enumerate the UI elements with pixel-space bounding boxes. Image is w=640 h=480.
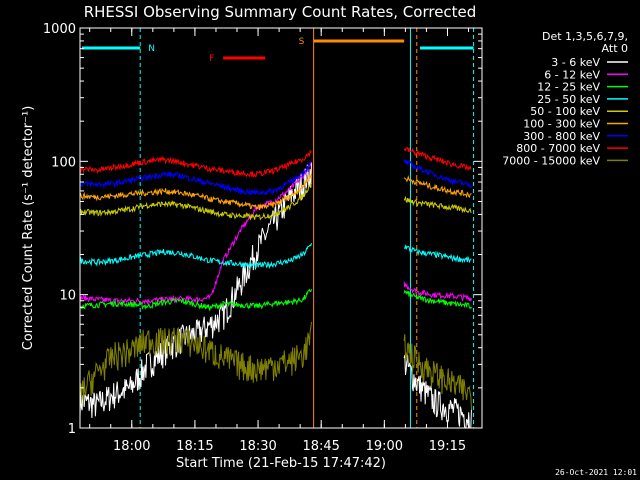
series-line-5-a bbox=[79, 182, 312, 221]
series-line-2-a bbox=[79, 161, 312, 306]
legend-label: 300 - 800 keV bbox=[523, 130, 600, 143]
series-line-6-a bbox=[79, 173, 312, 211]
legend-label: 100 - 300 keV bbox=[523, 118, 600, 131]
chart-title: RHESSI Observing Summary Count Rates, Co… bbox=[84, 3, 477, 21]
night-label: N bbox=[148, 44, 155, 54]
saa-label: S bbox=[299, 37, 305, 47]
plot-frame bbox=[79, 27, 483, 429]
legend-header: Det 1,3,5,6,7,9, bbox=[542, 30, 628, 43]
series-line-1-b bbox=[403, 354, 472, 429]
series-line-6-b bbox=[403, 175, 472, 199]
y-axis: 1 10 100 1000 bbox=[43, 22, 482, 437]
series-line-3-b bbox=[403, 289, 472, 310]
y-axis-label: Corrected Count Rate (s⁻¹ detector⁻¹) bbox=[21, 106, 36, 351]
series-line-7-b bbox=[403, 159, 472, 189]
legend-label: 7000 - 15000 keV bbox=[502, 154, 600, 167]
legend-label: 50 - 100 keV bbox=[530, 105, 600, 118]
series-line-8-a bbox=[79, 149, 312, 178]
x-tick-label: 18:45 bbox=[302, 439, 339, 454]
series-line-3-a bbox=[79, 288, 312, 312]
legend-label: 12 - 25 keV bbox=[537, 81, 600, 94]
legend-label: 3 - 6 keV bbox=[551, 56, 600, 69]
series-line-4-a bbox=[79, 242, 312, 270]
x-tick-label: 18:15 bbox=[176, 439, 213, 454]
legend-label: 25 - 50 keV bbox=[537, 93, 600, 106]
y-tick-label: 100 bbox=[51, 155, 76, 170]
series-line-5-b bbox=[403, 195, 472, 214]
x-axis-label: Start Time (21-Feb-15 17:47:42) bbox=[176, 456, 386, 471]
y-tick-label: 10 bbox=[59, 289, 76, 304]
series-line-2-b bbox=[403, 281, 472, 303]
series-line-4-b bbox=[403, 244, 472, 264]
x-tick-label: 18:30 bbox=[239, 439, 276, 454]
x-tick-label: 19:00 bbox=[366, 439, 403, 454]
series-line-9-a bbox=[79, 321, 312, 405]
series-line-7-a bbox=[79, 160, 312, 196]
x-tick-label: 19:15 bbox=[429, 439, 466, 454]
legend-att: Att 0 bbox=[602, 42, 628, 55]
y-tick-label: 1 bbox=[68, 422, 76, 437]
x-axis: 18:00 18:15 18:30 18:45 19:00 19:15 bbox=[89, 28, 470, 454]
plot-area: N S F bbox=[79, 28, 475, 429]
flare-label: F bbox=[209, 54, 214, 64]
y-tick-label: 1000 bbox=[43, 22, 76, 37]
legend-label: 800 - 7000 keV bbox=[516, 142, 600, 155]
x-tick-label: 18:00 bbox=[113, 439, 150, 454]
timestamp: 26-Oct-2021 12:01 bbox=[555, 468, 637, 477]
series-line-8-b bbox=[403, 146, 472, 172]
legend-label: 6 - 12 keV bbox=[544, 68, 600, 81]
series-line-9-b bbox=[403, 334, 472, 410]
